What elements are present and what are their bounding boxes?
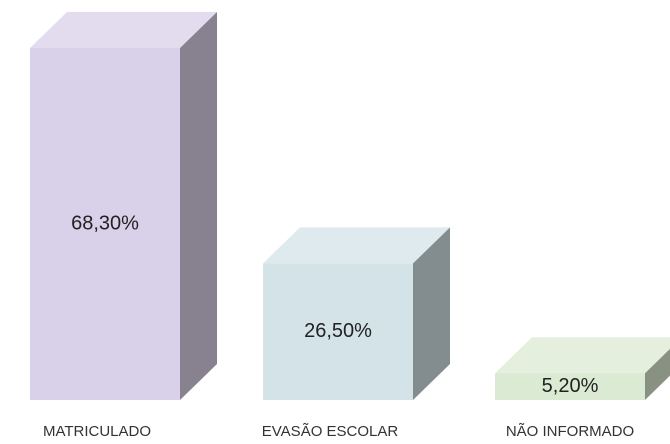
bar [495, 373, 645, 400]
bar-side [645, 348, 670, 400]
bar-top [495, 337, 670, 374]
bar-side [180, 12, 217, 400]
value-label: 68,30% [71, 212, 139, 234]
value-label: 5,20% [542, 375, 599, 397]
category-label: EVASÃO ESCOLAR [262, 423, 399, 440]
bar [30, 48, 180, 400]
bar-side [413, 227, 450, 400]
category-label: NÃO INFORMADO [506, 423, 634, 440]
bar-top [263, 227, 450, 264]
value-label: 26,50% [304, 320, 372, 342]
bar [263, 263, 413, 400]
category-label: MATRICULADO [43, 423, 151, 440]
bar-top [30, 12, 217, 48]
